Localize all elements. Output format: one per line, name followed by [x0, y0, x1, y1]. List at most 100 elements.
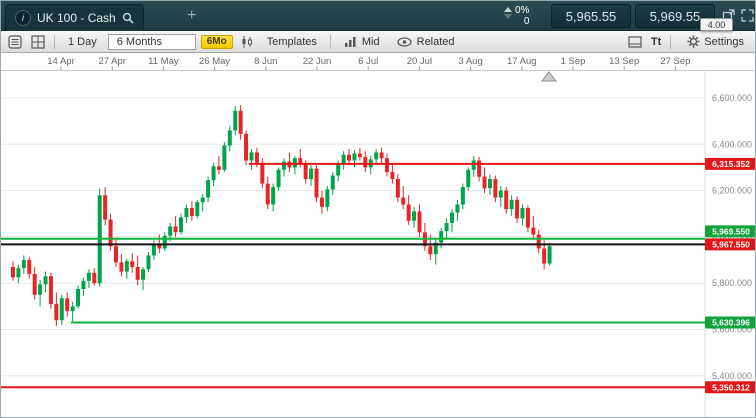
- price-axis-label: 5,400.000: [712, 371, 752, 381]
- candle-body: [130, 261, 135, 267]
- candle-body: [108, 219, 113, 247]
- candle-body: [249, 152, 254, 161]
- date-label: 22 Jun: [303, 56, 332, 67]
- text-size-button[interactable]: Tt: [650, 35, 662, 48]
- candle-body: [412, 211, 417, 221]
- change-arrows-icon: [504, 5, 512, 27]
- candle-body: [16, 268, 21, 278]
- candle-body: [141, 269, 146, 280]
- candle-body: [547, 246, 552, 264]
- buy-price-line-tag-label: 5,969.550: [712, 227, 750, 237]
- price-axis-label: 6,200.000: [712, 186, 752, 196]
- buy-price-line-tag: [705, 225, 755, 238]
- candle-body: [515, 199, 520, 219]
- candle-body: [32, 273, 37, 295]
- candle-body: [244, 133, 249, 161]
- candle-body: [265, 183, 270, 205]
- candle-body: [195, 202, 200, 217]
- candle-body: [525, 207, 530, 228]
- up-arrow-icon: [504, 7, 512, 12]
- candle-body: [54, 304, 59, 321]
- candle-body: [531, 227, 536, 235]
- watchlist-icon[interactable]: [6, 34, 24, 50]
- buy-price-button[interactable]: 5,969.55: [635, 4, 715, 28]
- layout-grid-icon[interactable]: [29, 34, 47, 50]
- candle-body: [92, 272, 97, 284]
- candle-body: [401, 197, 406, 205]
- candle-body: [254, 152, 259, 163]
- candle-body: [113, 246, 118, 263]
- candle-body: [222, 145, 227, 170]
- candle-body: [471, 160, 476, 170]
- candle-body: [27, 260, 32, 274]
- candle-body: [200, 197, 205, 203]
- candle-body: [439, 231, 444, 243]
- candle-body: [59, 298, 64, 321]
- candle-body: [216, 166, 221, 170]
- related-button[interactable]: Related: [391, 33, 461, 51]
- date-axis: 14 Apr 27 Apr 11 May 26 May 8 Jun 22 Jun 6 Jul…: [1, 56, 755, 71]
- sell-price-button[interactable]: 5,965.55: [551, 4, 631, 28]
- date-label: 17 Aug: [507, 56, 537, 67]
- candle-body: [487, 179, 492, 189]
- interval-button[interactable]: 1 Day: [68, 35, 97, 48]
- candle-body: [347, 154, 352, 161]
- candle-body: [482, 176, 487, 189]
- current-price-line-tag-label: 5,967.550: [712, 240, 750, 250]
- candle-body: [352, 153, 357, 161]
- candle-body: [38, 284, 43, 295]
- candle-body: [168, 226, 173, 236]
- candle-body: [157, 243, 162, 249]
- candle-body: [211, 166, 216, 181]
- instrument-tab[interactable]: i UK 100 - Cash: [5, 4, 144, 31]
- search-icon[interactable]: [122, 12, 134, 24]
- candle-body: [357, 153, 362, 158]
- date-label: 3 Aug: [458, 56, 482, 67]
- price-type-button[interactable]: Mid: [338, 33, 386, 51]
- chart-area[interactable]: 14 Apr 27 Apr 11 May 26 May 8 Jun 22 Jun 6 Jul…: [1, 53, 756, 418]
- spread-badge: 4.00: [700, 18, 733, 31]
- candle-body: [103, 195, 108, 220]
- candle-body: [86, 272, 91, 281]
- price-axis-label: 5,600.000: [712, 325, 752, 335]
- date-label: 11 May: [148, 56, 179, 67]
- candle-body: [173, 226, 178, 233]
- candle-body: [374, 152, 379, 160]
- instrument-name: UK 100 - Cash: [37, 11, 116, 25]
- price-axis-label: 5,800.000: [712, 278, 752, 288]
- candle-body: [504, 190, 509, 210]
- panel-icon[interactable]: [626, 34, 644, 50]
- maximize-icon[interactable]: [739, 7, 755, 24]
- current-price-line-tag: [705, 238, 755, 251]
- candlestick-chart-icon[interactable]: [238, 34, 256, 50]
- new-tab-button[interactable]: +: [187, 7, 197, 24]
- candle-body: [260, 162, 265, 184]
- toolbar-separator: [329, 34, 331, 49]
- lower-support-line-tag-label: 5,350.312: [712, 383, 750, 393]
- toolbar-separator: [670, 34, 672, 49]
- candle-body: [406, 204, 411, 221]
- candle-body: [124, 261, 129, 272]
- settings-button[interactable]: Settings: [680, 33, 750, 51]
- candlestick-series[interactable]: [11, 104, 552, 327]
- candle-body: [43, 276, 48, 285]
- candle-body: [450, 212, 455, 224]
- time-axis-slider[interactable]: [540, 71, 558, 82]
- date-label: 13 Sep: [609, 56, 639, 67]
- templates-button[interactable]: Templates: [266, 35, 317, 48]
- top-bar: i UK 100 - Cash + 0% 0 5,965.55 5,969.55…: [1, 1, 755, 31]
- bar-chart-icon: [344, 34, 358, 50]
- candle-body: [135, 266, 140, 280]
- range-select[interactable]: 6 Months: [107, 33, 196, 50]
- candle-body: [206, 180, 211, 198]
- candle-body: [81, 280, 86, 289]
- price-axis-label: 6,600.000: [712, 93, 752, 103]
- range-badge[interactable]: 6Mo: [200, 34, 233, 49]
- change-points: 0: [523, 16, 530, 27]
- candle-body: [146, 255, 151, 270]
- candle-body: [303, 163, 308, 180]
- candle-body: [314, 168, 319, 198]
- price-chart[interactable]: 14 Apr 27 Apr 11 May 26 May 8 Jun 22 Jun 6 Jul…: [1, 53, 756, 418]
- candle-body: [417, 211, 422, 233]
